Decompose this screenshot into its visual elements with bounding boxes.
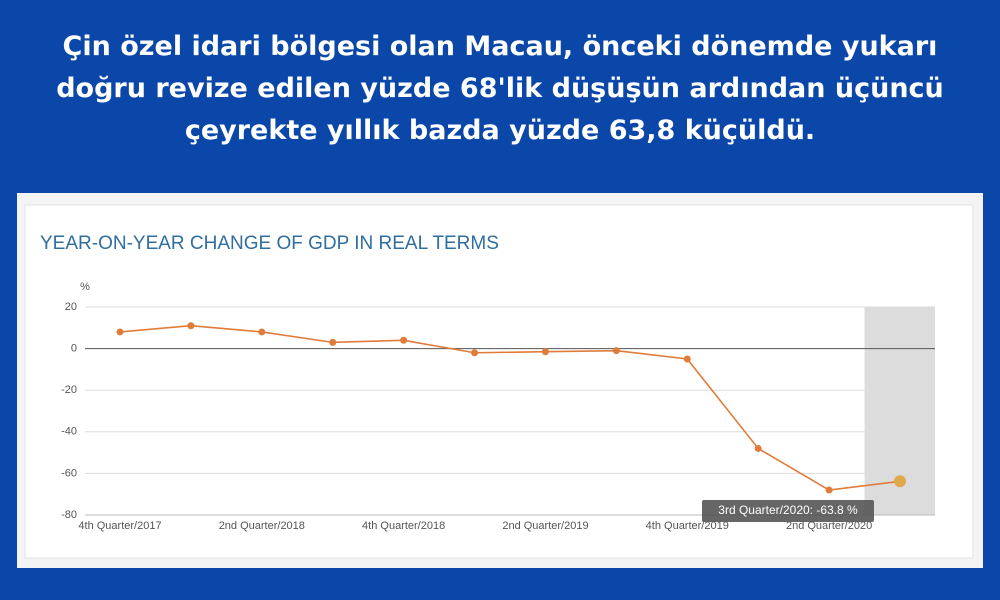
x-tick-label: 2nd Quarter/2018 [219, 520, 305, 532]
data-point [400, 336, 408, 344]
data-point [187, 322, 195, 330]
headline: Çin özel idari bölgesi olan Macau, öncek… [20, 26, 980, 152]
data-point [612, 347, 620, 355]
y-tick-label: -80 [61, 509, 77, 521]
y-tick-label: 0 [71, 343, 77, 355]
y-tick-label: -60 [61, 467, 77, 479]
headline-line: doğru revize edilen yüzde 68'lik düşüşün… [56, 73, 944, 104]
x-tick-label: 4th Quarter/2018 [362, 520, 445, 532]
y-tick-label: -20 [61, 384, 77, 396]
data-point [471, 349, 479, 357]
data-point [825, 486, 833, 494]
y-axis-label: % [80, 281, 90, 293]
x-tick-label: 2nd Quarter/2020 [786, 520, 872, 532]
tooltip-box [702, 500, 874, 522]
data-point [683, 355, 691, 363]
x-tick-label: 2nd Quarter/2019 [502, 520, 588, 532]
headline-line: çeyrekte yıllık bazda yüzde 63,8 küçüldü… [184, 115, 816, 146]
x-tick-label: 4th Quarter/2019 [646, 520, 729, 532]
y-tick-label: -40 [61, 426, 77, 438]
data-point [258, 328, 266, 336]
series-line [119, 324, 901, 491]
x-tick-label: 4th Quarter/2017 [78, 520, 161, 532]
headline-line: Çin özel idari bölgesi olan Macau, öncek… [62, 31, 938, 62]
data-point [894, 475, 906, 488]
y-tick-label: 20 [65, 301, 77, 313]
data-point [541, 348, 549, 356]
data-point [754, 444, 762, 452]
data-point [116, 328, 124, 336]
tooltip-text: 3rd Quarter/2020: -63.8 % [718, 503, 858, 517]
chart-panel [24, 204, 974, 559]
data-point [329, 338, 337, 346]
chart-title: YEAR-ON-YEAR CHANGE OF GDP IN REAL TERMS [40, 233, 499, 254]
